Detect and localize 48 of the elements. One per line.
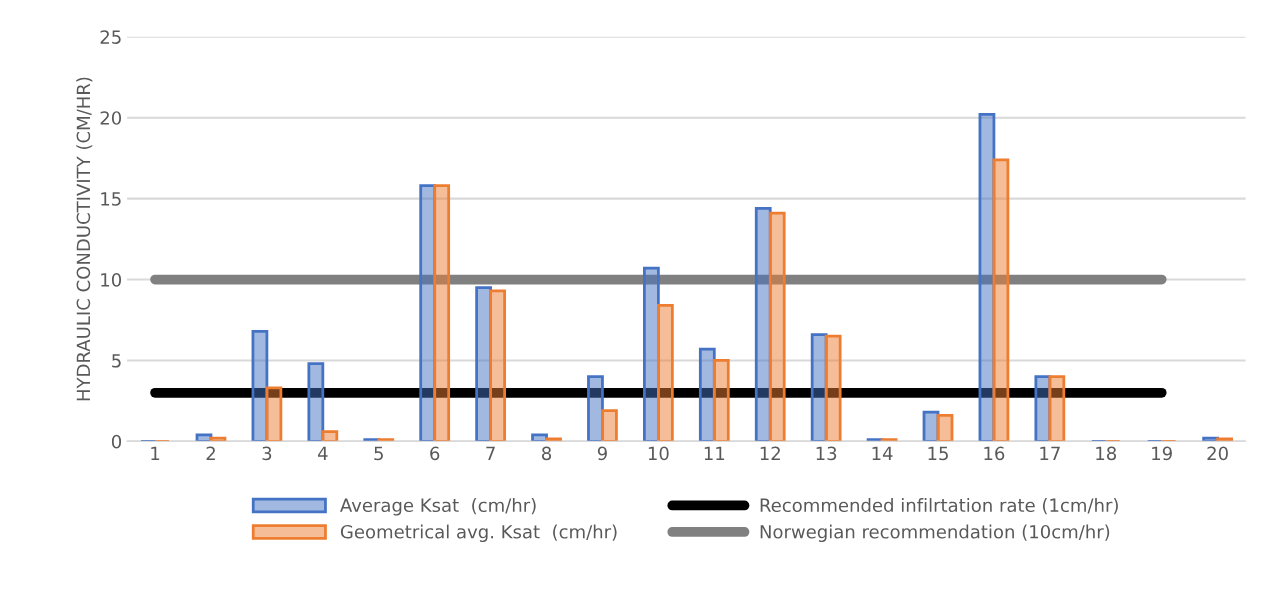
y-tick-label: 0	[111, 434, 122, 449]
x-tick-label: 8	[542, 446, 552, 461]
bar	[433, 184, 451, 442]
x-tick-label: 6	[430, 446, 440, 461]
x-tick-label: 13	[816, 446, 837, 461]
x-tick-label: 7	[486, 446, 495, 460]
legend-label: Norwegian recommendation (10cm/hr)	[760, 524, 1110, 543]
x-tick-label: 2	[206, 446, 215, 460]
bar	[587, 375, 604, 442]
x-tick-label: 14	[872, 446, 893, 460]
x-tick-label: 10	[648, 446, 669, 461]
bar	[195, 433, 213, 442]
x-tick-label: 15	[928, 446, 948, 461]
bar	[1048, 375, 1066, 442]
x-tick-label: 11	[704, 446, 725, 460]
bar	[656, 304, 674, 442]
x-tick-label: 20	[1207, 446, 1228, 461]
y-tick-label: 15	[101, 192, 121, 206]
x-tick-label: 3	[262, 446, 272, 461]
bar	[824, 334, 842, 442]
x-tick-label: 12	[760, 446, 780, 460]
bar	[489, 289, 506, 442]
bar	[307, 362, 325, 442]
y-tick-label: 5	[112, 354, 121, 368]
bar	[601, 409, 618, 442]
bar	[992, 158, 1010, 442]
x-tick-label: 19	[1152, 446, 1172, 461]
y-tick-label: 10	[101, 272, 122, 287]
x-tick-label: 17	[1040, 446, 1060, 460]
x-tick-label: 9	[597, 446, 607, 461]
x-tick-label: 16	[984, 446, 1005, 461]
bar	[321, 430, 339, 442]
bar	[768, 211, 786, 442]
y-tick-label: 25	[100, 30, 121, 44]
x-tick-label: 4	[317, 446, 328, 460]
legend-label: Average Ksat (cm/hr)	[340, 498, 536, 516]
legend-label: Recommended infilrtation rate (1cm/hr)	[760, 498, 1118, 515]
y-tick-label: 20	[100, 111, 122, 125]
bar	[251, 329, 269, 442]
x-tick-label: 5	[374, 446, 383, 461]
bar	[936, 414, 954, 442]
bar	[531, 433, 548, 442]
x-tick-label: 18	[1096, 446, 1117, 461]
bar	[265, 386, 283, 442]
legend-label: Geometrical avg. Ksat (cm/hr)	[340, 524, 617, 543]
y-axis-title: HYDRAULIC CONDUCTIVITY (CM/HR)	[76, 77, 93, 401]
bar	[712, 359, 730, 442]
x-tick-label: 1	[151, 446, 160, 460]
